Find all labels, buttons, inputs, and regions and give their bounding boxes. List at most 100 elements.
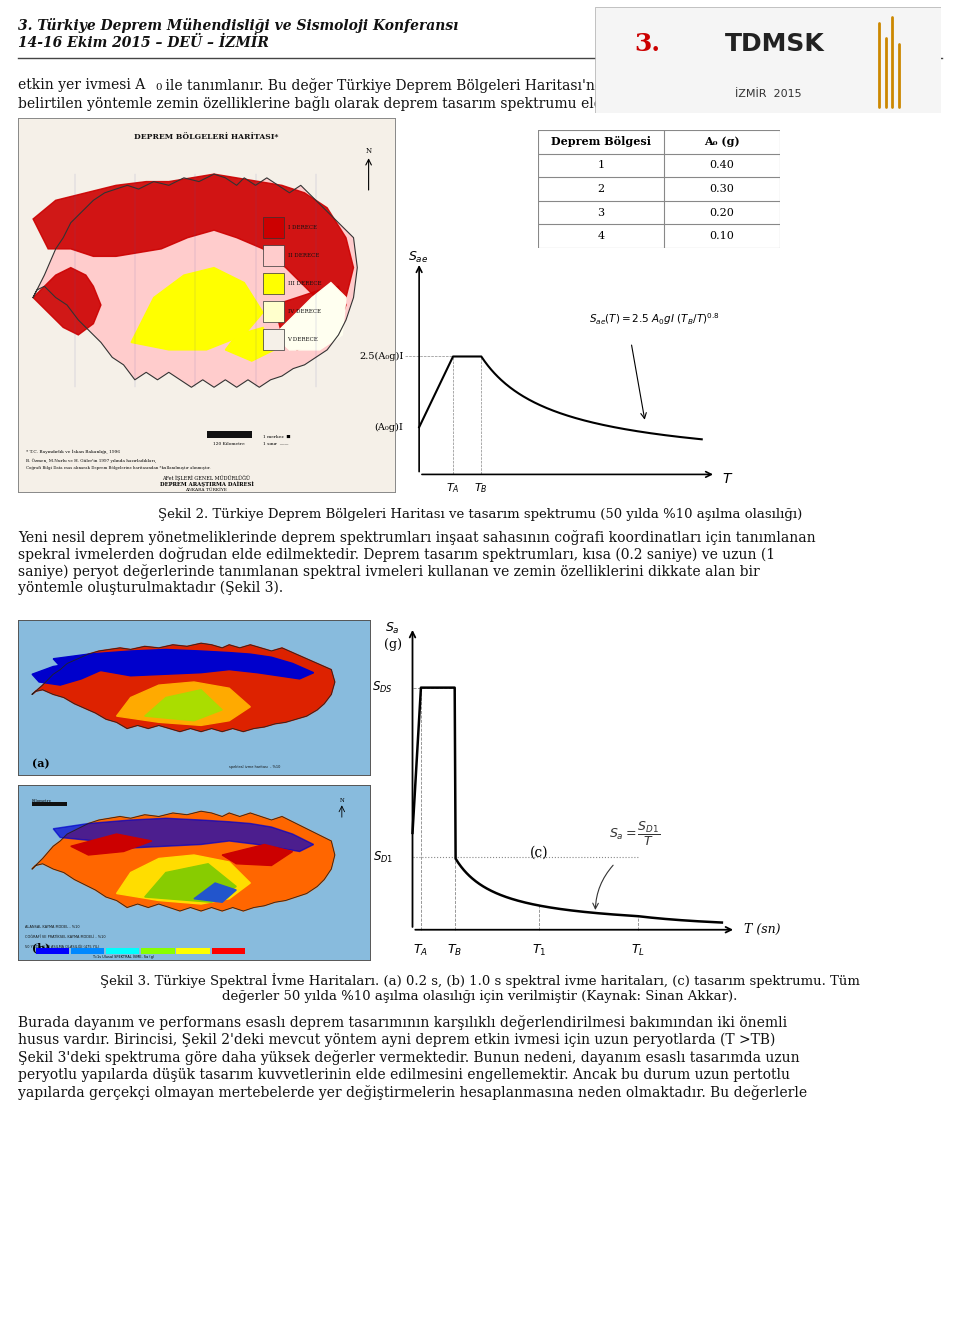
Text: T=1s Ulusal SPEKTRAL İVME, Sa (g): T=1s Ulusal SPEKTRAL İVME, Sa (g) (92, 955, 155, 959)
Text: yapılarda gerçekçi olmayan mertebelerde yer değiştirmelerin hesaplanmasına neden: yapılarda gerçekçi olmayan mertebelerde … (18, 1085, 807, 1101)
Bar (211, 948, 245, 953)
Text: 0.20: 0.20 (709, 208, 734, 217)
Text: Burada dayanım ve performans esaslı deprem tasarımının karşılıklı değerlendirilm: Burada dayanım ve performans esaslı depr… (18, 1014, 787, 1030)
Text: * T.C. Bayındırlık ve İskan Bakanlığı, 1996: * T.C. Bayındırlık ve İskan Bakanlığı, 1… (26, 450, 120, 453)
Text: $T_1$: $T_1$ (532, 943, 546, 959)
Text: (a): (a) (32, 757, 50, 769)
Text: I DERECE: I DERECE (288, 225, 317, 231)
Text: Deprem Bölgesi: Deprem Bölgesi (551, 137, 651, 147)
Text: Coğrafi Bilgi Data esas alınarak Deprem Bölgelerine haritasından *kullanılmıştır: Coğrafi Bilgi Data esas alınarak Deprem … (26, 465, 210, 469)
Polygon shape (53, 818, 314, 851)
Text: ANKARA TÜRKİYE: ANKARA TÜRKİYE (185, 488, 228, 492)
Text: belirtilen yöntemle zemin özelliklerine bağlı olarak deprem tasarım spektrumu el: belirtilen yöntemle zemin özelliklerine … (18, 95, 721, 111)
Polygon shape (275, 286, 346, 350)
Text: Şekil 2. Türkiye Deprem Bölgeleri Haritası ve tasarım spektrumu (50 yılda %10 aş: Şekil 2. Türkiye Deprem Bölgeleri Harita… (157, 508, 803, 521)
Bar (263, 245, 284, 265)
Text: 0.10: 0.10 (709, 231, 734, 241)
Text: $S_a = \dfrac{S_{D1}}{T}$: $S_a = \dfrac{S_{D1}}{T}$ (610, 821, 660, 849)
Bar (106, 948, 139, 953)
Polygon shape (132, 268, 263, 350)
Text: 3. Türkiye Deprem Mühendisliği ve Sismoloji Konferansı: 3. Türkiye Deprem Mühendisliği ve Sismol… (18, 19, 458, 33)
Bar (71, 948, 105, 953)
Text: 2.5(A₀g)I: 2.5(A₀g)I (359, 351, 403, 361)
Text: yöntemle oluşturulmaktadır (Şekil 3).: yöntemle oluşturulmaktadır (Şekil 3). (18, 581, 283, 595)
Text: 1 merkez  ■: 1 merkez ■ (263, 435, 291, 439)
Text: $S_{DS}$: $S_{DS}$ (372, 680, 393, 695)
Text: III DERECE: III DERECE (288, 281, 322, 286)
Text: ile tanımlanır. Bu değer Türkiye Deprem Bölgeleri Haritası'ndan alınır ve Yönetm: ile tanımlanır. Bu değer Türkiye Deprem … (161, 78, 783, 93)
Text: spektral ivme haritası  - %10: spektral ivme haritası - %10 (229, 765, 280, 769)
Text: $S_a$
(g): $S_a$ (g) (384, 621, 402, 651)
Text: Yeni nesil deprem yönetmeliklerinde deprem spektrumları inşaat sahasının coğrafi: Yeni nesil deprem yönetmeliklerinde depr… (18, 530, 816, 545)
Polygon shape (222, 845, 293, 866)
Text: 120 Kilometre: 120 Kilometre (213, 443, 245, 447)
Text: AFet İŞLERİ GENEL MÜDÜRLÜĞÜ: AFet İŞLERİ GENEL MÜDÜRLÜĞÜ (162, 475, 251, 481)
Polygon shape (194, 883, 236, 902)
Bar (206, 431, 252, 438)
Polygon shape (145, 690, 222, 721)
Text: 4: 4 (597, 231, 605, 241)
Polygon shape (145, 863, 236, 902)
Text: V DERECE: V DERECE (288, 337, 319, 342)
Text: 0.30: 0.30 (709, 184, 734, 194)
Text: 1: 1 (597, 160, 605, 171)
Text: N: N (340, 797, 345, 802)
Text: 0.40: 0.40 (709, 160, 734, 171)
Text: (b): (b) (32, 941, 50, 953)
Polygon shape (32, 812, 335, 911)
Text: $S_{ae}$: $S_{ae}$ (408, 249, 428, 265)
Text: etkin yer ivmesi A: etkin yer ivmesi A (18, 78, 145, 91)
Text: $T_A$: $T_A$ (446, 481, 460, 495)
Text: (c): (c) (530, 846, 548, 861)
Polygon shape (71, 834, 152, 855)
Text: $T_A$: $T_A$ (414, 943, 428, 959)
Text: COĞRAFÎ VE PRATİKSEL KAYMA MODELİ - %10: COĞRAFÎ VE PRATİKSEL KAYMA MODELİ - %10 (25, 935, 106, 939)
Text: 2: 2 (597, 184, 605, 194)
Text: Kilometre: Kilometre (32, 800, 52, 804)
Text: $S_{D1}$: $S_{D1}$ (372, 850, 393, 865)
Text: DEPREM ARAŞTIRMA DAİRESİ: DEPREM ARAŞTIRMA DAİRESİ (159, 481, 253, 488)
Text: (A₀g)I: (A₀g)I (374, 423, 403, 432)
Polygon shape (33, 174, 353, 313)
Text: ALANSAL KAYMA MODEL - %10: ALANSAL KAYMA MODEL - %10 (25, 926, 80, 930)
Bar (263, 217, 284, 237)
Polygon shape (33, 268, 101, 335)
Text: peryotlu yapılarda düşük tasarım kuvvetlerinin elde edilmesini engellemektir. An: peryotlu yapılarda düşük tasarım kuvvetl… (18, 1067, 790, 1082)
Text: T (sn): T (sn) (744, 923, 780, 936)
Text: B. Özmen, M.Nurlu ve H. Güler'in 1997 yılında hazırladıkları,: B. Özmen, M.Nurlu ve H. Güler'in 1997 yı… (26, 459, 156, 463)
Text: N: N (366, 147, 372, 155)
Text: 0: 0 (155, 84, 161, 91)
Text: TDMSK: TDMSK (725, 32, 825, 56)
Bar (141, 948, 175, 953)
Polygon shape (116, 682, 251, 725)
Text: $S_{ae}(T)=2.5\ A_0gI\ (T_B/T)^{0.8}$: $S_{ae}(T)=2.5\ A_0gI\ (T_B/T)^{0.8}$ (588, 312, 719, 328)
Text: 1 sınır  ——: 1 sınır —— (263, 443, 289, 447)
Polygon shape (32, 643, 335, 732)
Text: $T_B$: $T_B$ (447, 943, 462, 959)
Text: husus vardır. Birincisi, Şekil 2'deki mevcut yöntem ayni deprem etkin ivmesi içi: husus vardır. Birincisi, Şekil 2'deki me… (18, 1033, 776, 1048)
Text: Şekil 3'deki spektruma göre daha yüksek değerler vermektedir. Bunun nedeni, daya: Şekil 3'deki spektruma göre daha yüksek … (18, 1050, 800, 1065)
Polygon shape (33, 174, 357, 387)
Text: Şekil 3. Türkiye Spektral İvme Haritaları. (a) 0.2 s, (b) 1.0 s spektral ivme ha: Şekil 3. Türkiye Spektral İvme Haritalar… (100, 973, 860, 988)
Bar (177, 948, 210, 953)
Polygon shape (226, 328, 275, 361)
Bar (263, 273, 284, 294)
Bar (263, 329, 284, 350)
Polygon shape (275, 282, 346, 350)
Text: 3: 3 (597, 208, 605, 217)
Polygon shape (53, 650, 314, 679)
Text: spekral ivmelerden doğrudan elde edilmektedir. Deprem tasarım spektrumları, kısa: spekral ivmelerden doğrudan elde edilmek… (18, 548, 775, 562)
Bar (36, 948, 69, 953)
Text: II DERECE: II DERECE (288, 253, 319, 259)
Text: IV DERECE: IV DERECE (288, 309, 321, 314)
Text: $T_B$: $T_B$ (474, 481, 488, 495)
Text: değerler 50 yılda %10 aşılma olasılığı için verilmiştir (Kaynak: Sinan Akkar).: değerler 50 yılda %10 aşılma olasılığı i… (223, 991, 737, 1002)
Polygon shape (116, 855, 251, 904)
Text: DEPREM BÖLGELERİ HARİTASI*: DEPREM BÖLGELERİ HARİTASI* (134, 133, 278, 141)
Text: saniye) peryot değerlerinde tanımlanan spektral ivmeleri kullanan ve zemin özell: saniye) peryot değerlerinde tanımlanan s… (18, 564, 759, 579)
Bar (263, 301, 284, 322)
Text: 50 YILDA %10 AŞILMA OLASILIĞI (475 YIL): 50 YILDA %10 AŞILMA OLASILIĞI (475 YIL) (25, 944, 99, 949)
Text: $T$: $T$ (722, 472, 732, 487)
Polygon shape (32, 662, 103, 686)
Text: A₀ (g): A₀ (g) (704, 137, 740, 147)
